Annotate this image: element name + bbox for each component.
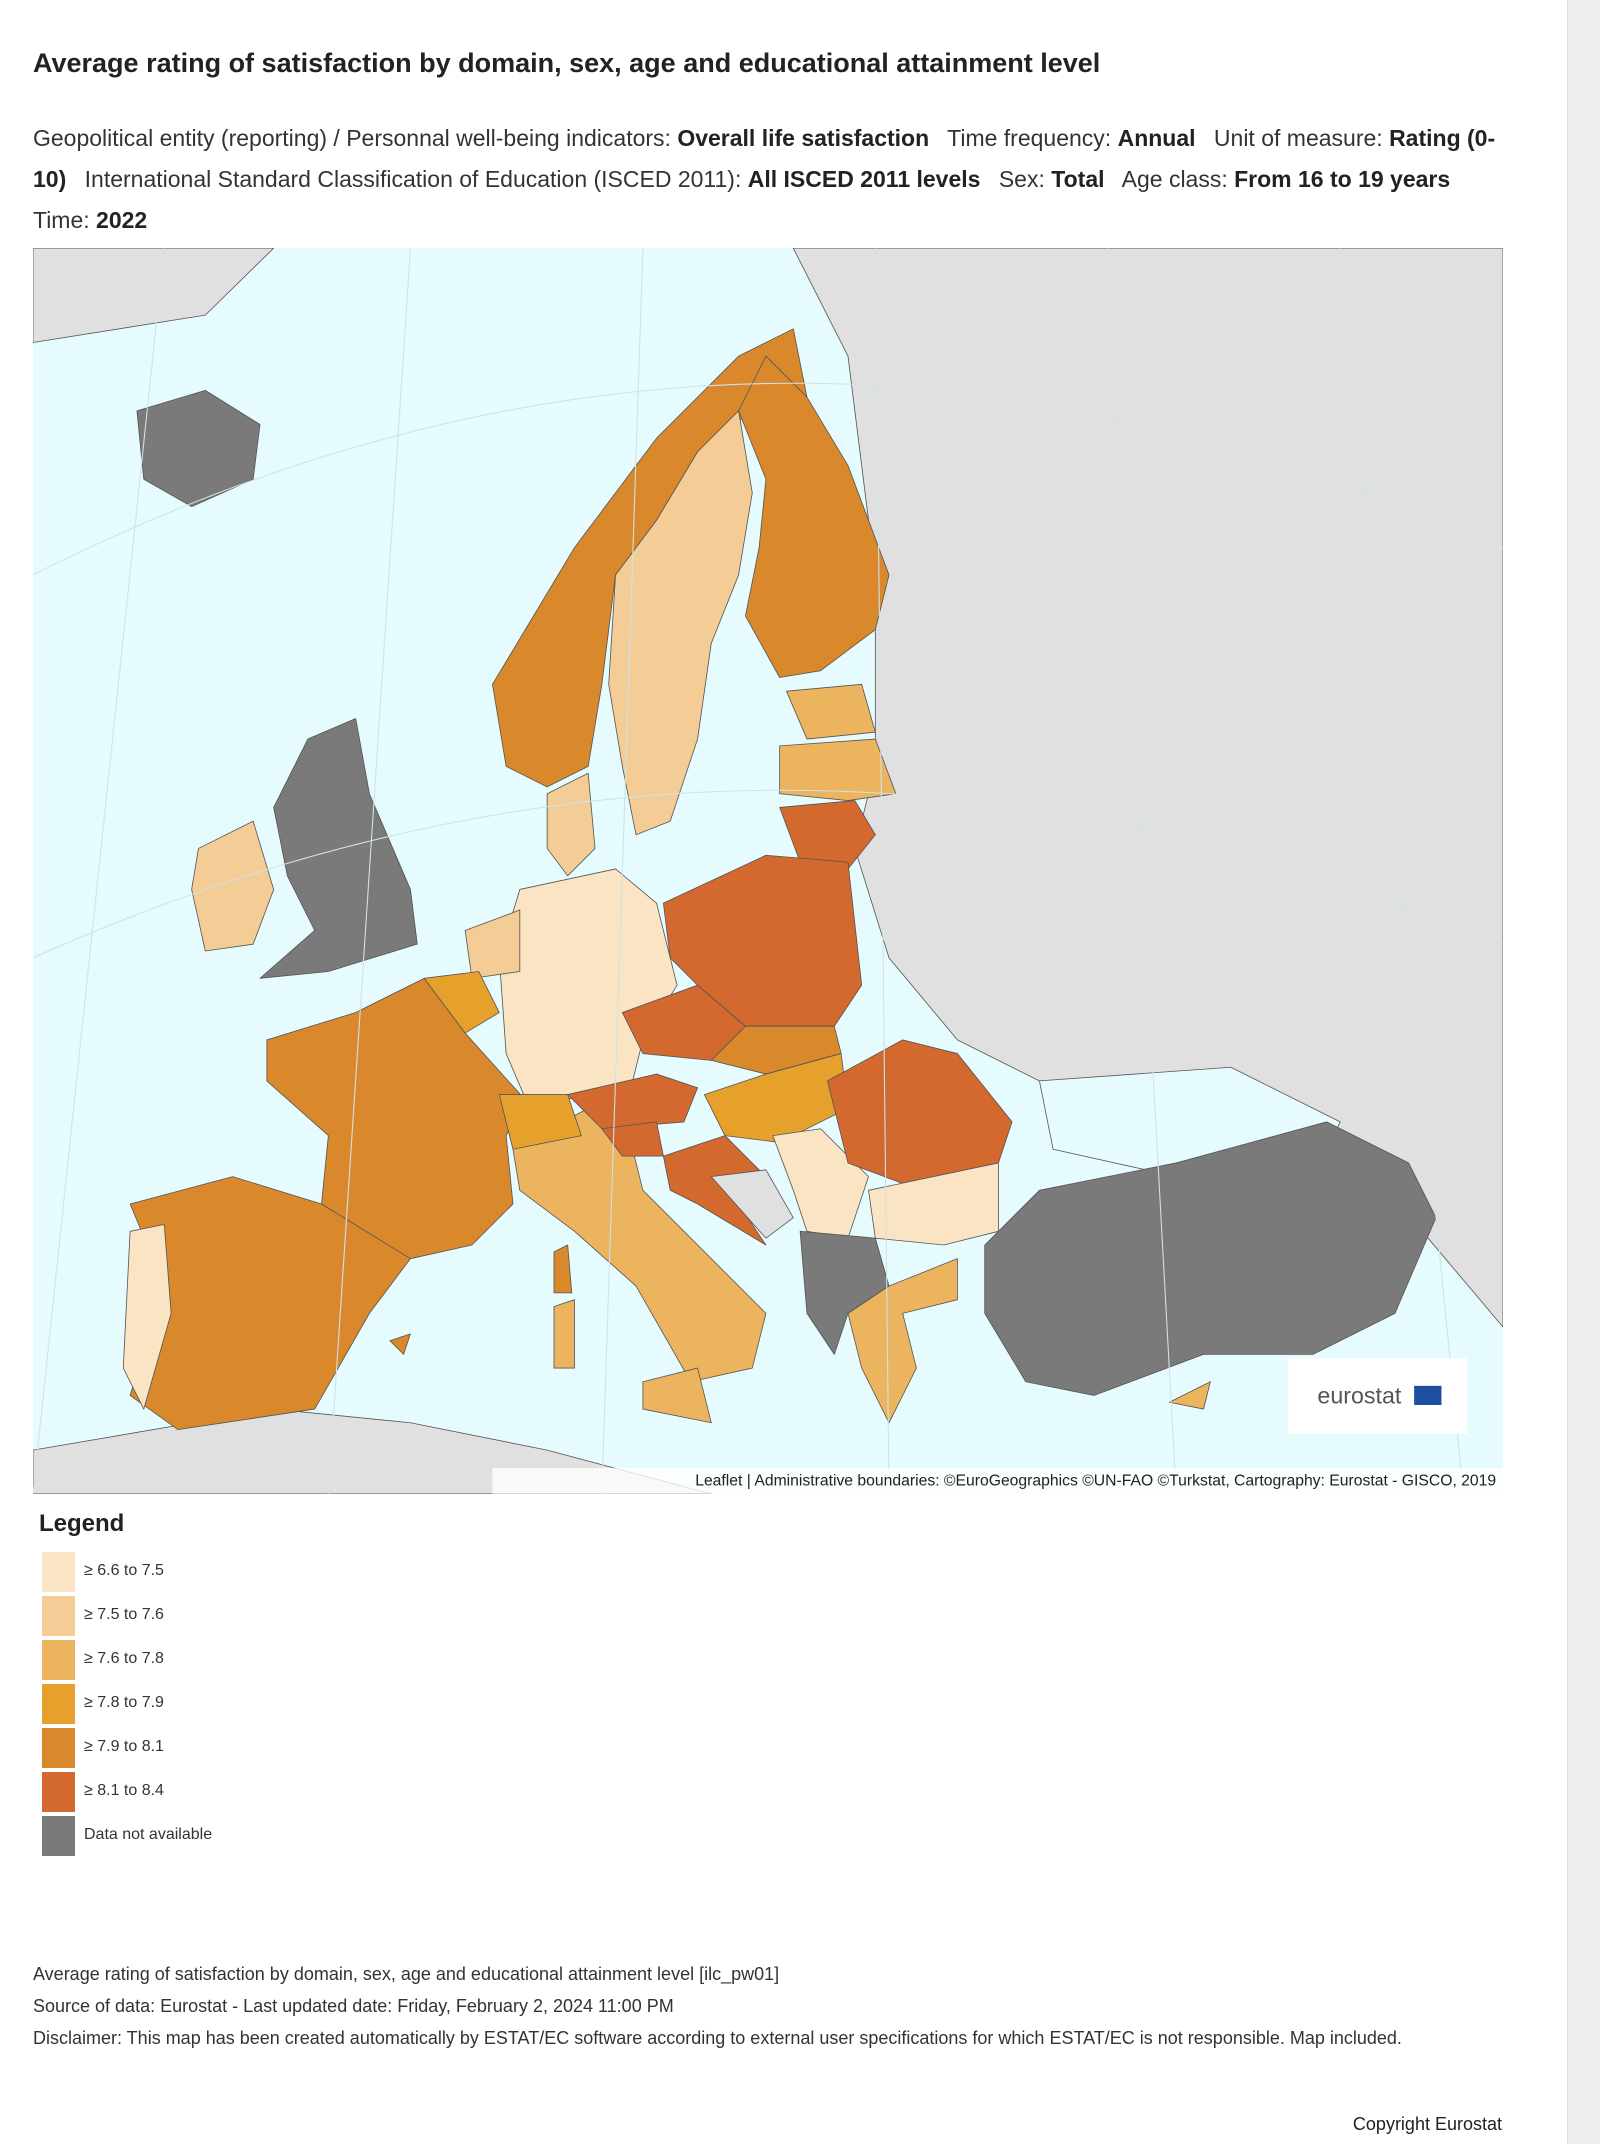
region — [827, 1039, 1013, 1184]
filter-value: 2022 — [96, 207, 148, 233]
region — [191, 820, 275, 952]
legend-label: ≥ 7.8 to 7.9 — [84, 1694, 164, 1711]
filter-label: Time: — [33, 207, 90, 233]
title: Average rating of satisfaction by domain… — [33, 48, 1101, 78]
region — [464, 909, 521, 979]
legend-label: Data not available — [84, 1826, 213, 1843]
legend-item: ≥ 7.6 to 7.8 — [42, 1640, 442, 1680]
region — [553, 1299, 575, 1369]
legend-label: ≥ 7.5 to 7.6 — [84, 1606, 164, 1623]
filter-label: Time frequency: — [947, 125, 1112, 151]
scrollbar — [1567, 0, 1600, 2144]
attribution-bg — [492, 1467, 1503, 1494]
region — [136, 389, 261, 507]
filters: Geopolitical entity (reporting) / Person… — [33, 118, 1503, 241]
region — [984, 1121, 1437, 1396]
region — [608, 410, 753, 836]
graticule — [33, 248, 1503, 1494]
land — [33, 248, 275, 343]
filter-value: Total — [1051, 166, 1105, 192]
region — [266, 977, 528, 1260]
legend-item: ≥ 7.9 to 8.1 — [42, 1728, 442, 1768]
filter-value: Annual — [1117, 125, 1196, 151]
land — [792, 248, 1503, 1328]
land — [710, 1169, 794, 1239]
legend-swatch — [42, 1596, 75, 1636]
legend-item: ≥ 7.8 to 7.9 — [42, 1684, 442, 1724]
legend-item: Data not available — [42, 1816, 442, 1856]
legend-item: ≥ 8.1 to 8.4 — [42, 1772, 442, 1812]
legend-swatch — [42, 1772, 75, 1812]
region — [786, 683, 876, 740]
region — [1168, 1381, 1211, 1410]
filter-value: From 16 to 19 years — [1234, 166, 1451, 192]
region — [389, 1333, 411, 1355]
footer-line: Source of data: Eurostat - Last updated … — [33, 1996, 674, 2016]
legend-swatch — [42, 1552, 75, 1592]
region — [498, 868, 678, 1102]
filter-label: Age class: — [1121, 166, 1228, 192]
footer: Average rating of satisfaction by domain… — [33, 1958, 1503, 2054]
legend-label: ≥ 6.6 to 7.5 — [84, 1562, 164, 1579]
legend-item: ≥ 6.6 to 7.5 — [42, 1552, 442, 1592]
legend-label: ≥ 7.6 to 7.8 — [84, 1650, 164, 1667]
legend-swatch — [42, 1640, 75, 1680]
filter-value: Overall life satisfaction — [677, 125, 930, 151]
legend-item: ≥ 7.5 to 7.6 — [42, 1596, 442, 1636]
filter-label: Sex: — [998, 166, 1045, 192]
region — [546, 772, 596, 877]
region — [122, 1224, 172, 1410]
legend-title: Legend — [39, 1510, 125, 1537]
region — [642, 1367, 712, 1424]
filter-value: Rating (0-10) — [33, 125, 1496, 192]
region — [847, 1258, 958, 1424]
filter-label: Geopolitical entity (reporting) / Person… — [33, 125, 671, 151]
region — [779, 738, 897, 801]
legend-label: ≥ 7.9 to 8.1 — [84, 1738, 164, 1755]
region — [779, 800, 876, 870]
region — [498, 1094, 582, 1150]
legend-swatch — [42, 1816, 75, 1856]
footer-line: Disclaimer: This map has been created au… — [33, 2028, 1402, 2048]
region — [738, 355, 890, 678]
eu-flag — [1414, 1385, 1442, 1405]
region — [662, 1135, 767, 1246]
region — [553, 1244, 573, 1294]
region — [868, 1162, 999, 1246]
filter-value: All ISCED 2011 levels — [747, 166, 981, 192]
filter-label: Unit of measure: — [1213, 125, 1383, 151]
copyright: Copyright Eurostat — [1352, 2114, 1502, 2134]
footer-line: Average rating of satisfaction by domain… — [33, 1964, 780, 1984]
attribution: Leaflet | Administrative boundaries: ©Eu… — [695, 1473, 1496, 1490]
legend-swatch — [42, 1728, 75, 1768]
filter-label: International Standard Classification of… — [84, 166, 742, 192]
logo: eurostat — [1317, 1383, 1401, 1409]
map: eurostat Leaflet | Administrative bounda… — [33, 248, 1503, 1494]
legend-swatch — [42, 1684, 75, 1724]
legend-label: ≥ 8.1 to 8.4 — [84, 1782, 164, 1799]
region — [567, 1073, 698, 1130]
